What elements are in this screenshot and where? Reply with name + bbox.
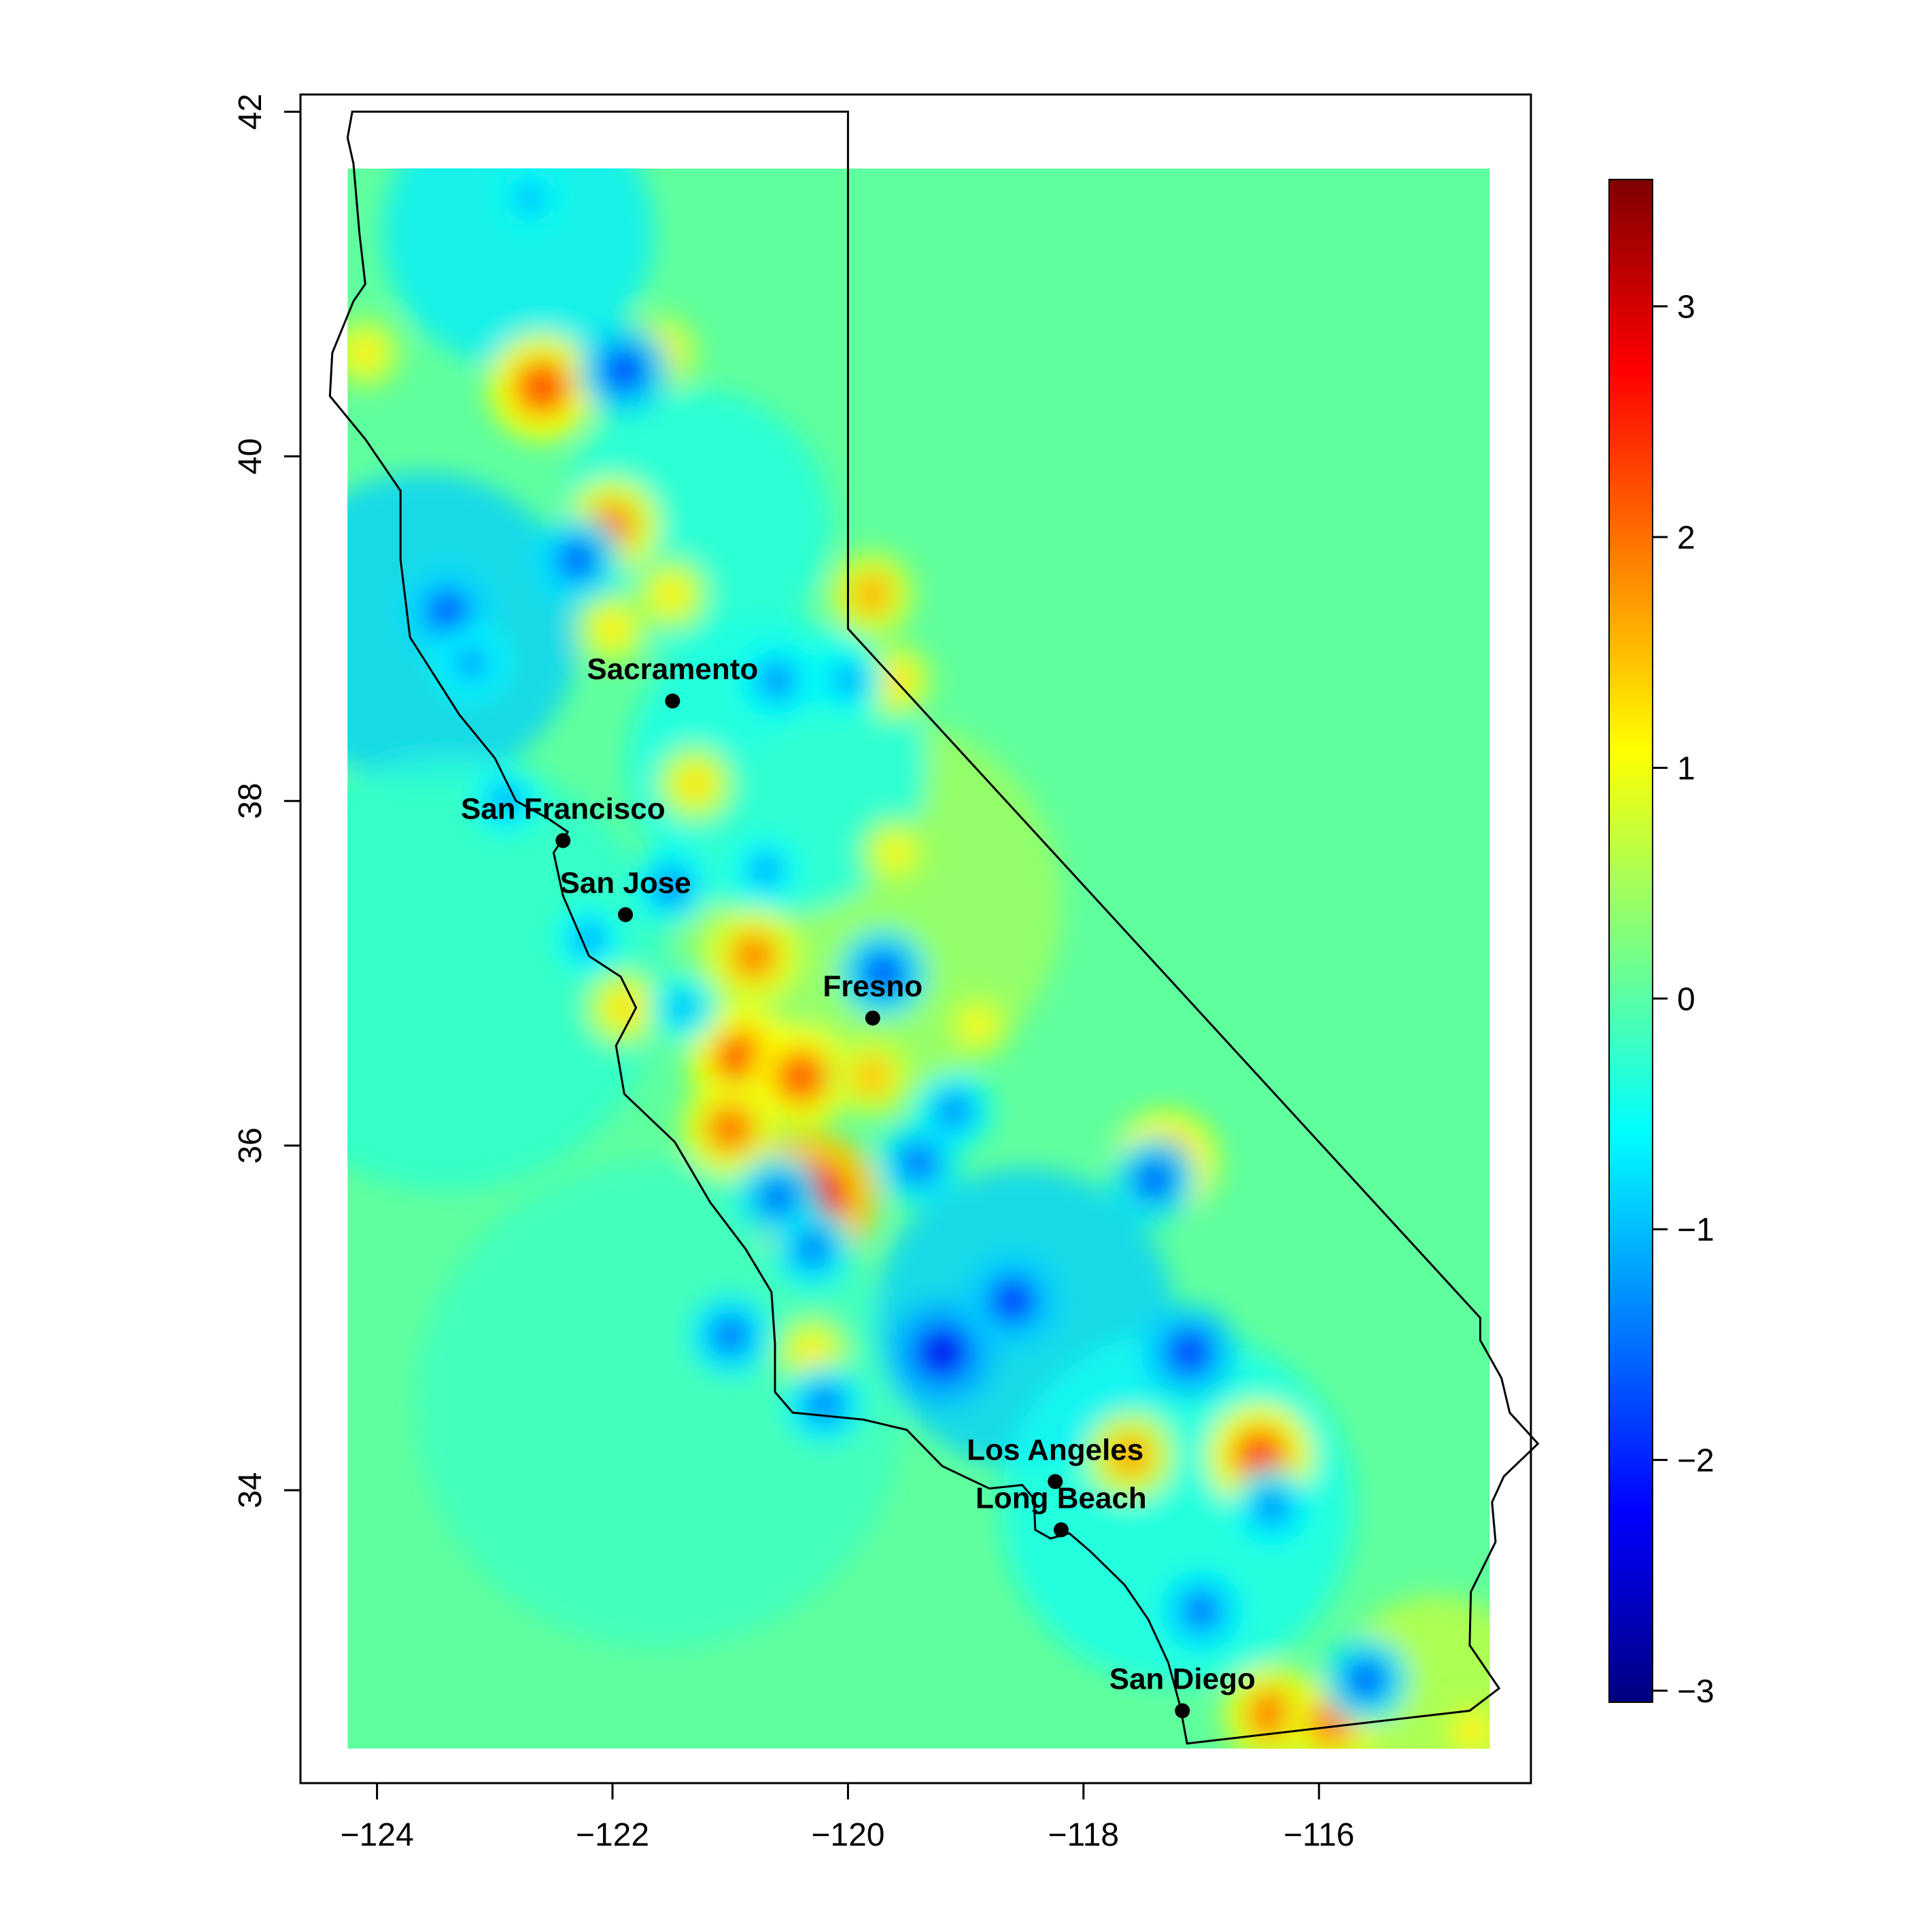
field-anomaly-34 [877,1121,961,1205]
city-label: San Jose [559,867,691,900]
field-anomaly-39 [965,1253,1060,1349]
field-anomaly-30 [738,641,816,719]
field-anomaly-38 [889,1298,996,1407]
field-anomaly-46 [632,848,710,926]
city-label: Fresno [823,970,922,1003]
field-anomaly-27 [578,324,671,417]
colorbar-tick-label: 0 [1677,982,1695,1018]
field-anomaly-24 [775,1315,850,1390]
colorbar-ticks: 3 2 1 0 −1 −2 −3 [1653,290,1714,1710]
city-label: San Diego [1109,1663,1256,1696]
city-label: Long Beach [976,1481,1147,1515]
field-anomaly-41 [1141,1305,1237,1400]
x-tick-label: −124 [341,1817,414,1853]
city-dot [665,693,680,709]
y-tick-label: 42 [232,94,269,130]
y-tick-label: 34 [232,1472,269,1508]
field-anomaly-49 [649,973,718,1042]
y-tick-label: 40 [232,438,269,475]
x-tick-label: −116 [1283,1817,1355,1853]
field-region-2 [382,168,655,368]
city-markers: Sacramento San Francisco San Jose Fresno Los… [461,653,1256,1719]
x-tick-label: −120 [811,1817,884,1853]
field-anomaly-21 [656,745,734,823]
field-anomaly-36 [772,1209,853,1290]
colorbar-tick-label: −2 [1677,1443,1714,1479]
city-dot [618,907,634,922]
field-anomaly-29 [496,168,564,232]
field-anomaly-32 [838,929,928,1018]
field-layer [347,168,1490,1749]
x-tick-label: −118 [1048,1817,1120,1853]
y-tick-label: 38 [232,783,269,819]
field-anomaly-1 [748,1024,853,1129]
city-dot [1175,1703,1190,1719]
y-tick-label: 36 [232,1127,269,1163]
city-label: Sacramento [587,653,758,686]
field-anomaly-42 [784,1364,865,1445]
field-anomaly-37 [689,1293,772,1377]
field-anomaly-40 [1111,1137,1198,1224]
city-dot [1048,1474,1063,1489]
colorbar-scale [1608,179,1653,1703]
field-anomaly-26 [434,625,508,701]
colorbar-tick-label: −3 [1677,1674,1714,1710]
field-anomaly-11 [859,816,931,889]
field-anomaly-22 [575,591,650,666]
city-dot [1053,1522,1069,1538]
field-region-3 [415,1159,905,1649]
city-dot [555,833,571,848]
field-anomaly-31 [812,644,884,717]
colorbar-tick-label: 2 [1677,520,1695,556]
x-tick-label: −122 [576,1817,649,1853]
field-anomaly-28 [534,516,621,603]
city-label: Los Angeles [967,1433,1143,1466]
field-anomaly-2 [681,1079,780,1178]
field-anomaly-18 [1434,1694,1490,1749]
city-label: San Francisco [461,793,666,826]
california-outline [328,110,1540,1745]
field-anomaly-20 [585,969,663,1047]
y-axis: 34 36 38 40 42 [232,94,302,1508]
colorbar-tick-label: −1 [1677,1212,1714,1248]
field-anomaly-19 [1086,1411,1175,1501]
city-dot [865,1010,880,1026]
field-anomaly-45 [1233,1468,1311,1547]
field-anomaly-12 [942,989,1014,1061]
field-anomaly-48 [553,903,625,975]
field-anomaly-13 [829,1035,914,1118]
field-anomaly-43 [1159,1569,1243,1653]
field-anomaly-23 [347,315,402,390]
colorbar-tick-label: 3 [1677,290,1695,326]
field-region-1 [347,755,666,1191]
field-anomaly-8 [634,557,709,632]
field-anomaly-3 [706,908,801,1004]
x-axis: −124 −122 −120 −118 −116 [341,1782,1355,1853]
field-anomaly-9 [828,551,915,638]
field-anomalies [347,168,1490,1749]
field-anomaly-5 [488,334,596,441]
field-region-8 [559,389,831,661]
colorbar: 3 2 1 0 −1 −2 −3 [1608,179,1714,1710]
field-anomaly-50 [470,765,542,837]
colorbar-tick-label: 1 [1677,751,1695,787]
field-anomaly-47 [729,834,801,906]
field-anomaly-44 [1323,1636,1409,1723]
